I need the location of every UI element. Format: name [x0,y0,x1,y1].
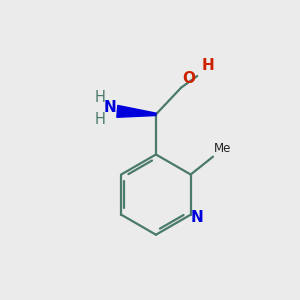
Text: N: N [103,100,116,115]
Text: H: H [95,112,106,127]
Text: Me: Me [214,142,232,155]
Polygon shape [117,105,156,117]
Text: N: N [191,209,204,224]
Text: O: O [182,71,195,86]
Text: H: H [95,90,106,105]
Text: H: H [202,58,214,73]
